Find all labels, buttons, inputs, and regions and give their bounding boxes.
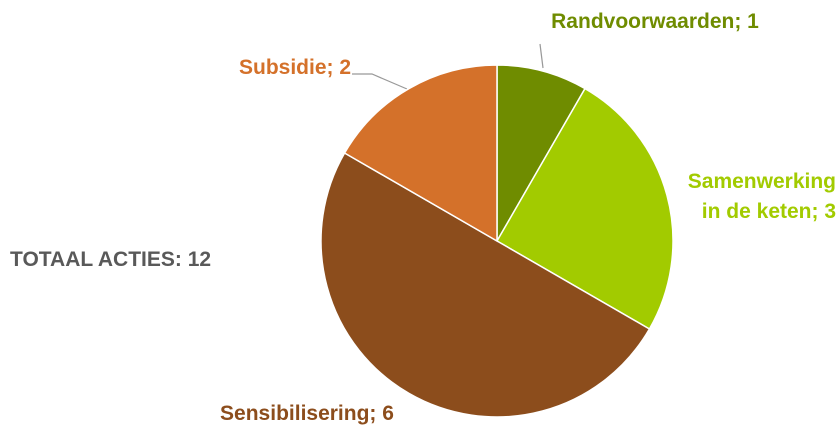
- pie-slice: [495, 87, 674, 331]
- slice-label-line: Samenwerking: [688, 170, 836, 193]
- slice-label: Samenwerking in de keten; 3: [688, 170, 836, 223]
- slice-label-line: in de keten; 3: [702, 200, 836, 223]
- slice-label: Subsidie; 2: [239, 56, 351, 79]
- slice-label-line: Sensibilisering; 6: [220, 402, 394, 425]
- pie-slice: [496, 64, 587, 244]
- slice-label: Sensibilisering; 6: [220, 402, 394, 425]
- leader-line: [539, 43, 544, 69]
- slice-label: Randvoorwaarden; 1: [551, 10, 759, 33]
- pie-slice: [320, 151, 651, 419]
- total-annotation: TOTAAL ACTIES: 12: [10, 248, 211, 271]
- slice-label-line: Randvoorwaarden; 1: [551, 10, 759, 33]
- slice-label-line: Subsidie; 2: [239, 56, 351, 79]
- leader-line: [352, 73, 408, 90]
- pie-slice: [343, 64, 498, 243]
